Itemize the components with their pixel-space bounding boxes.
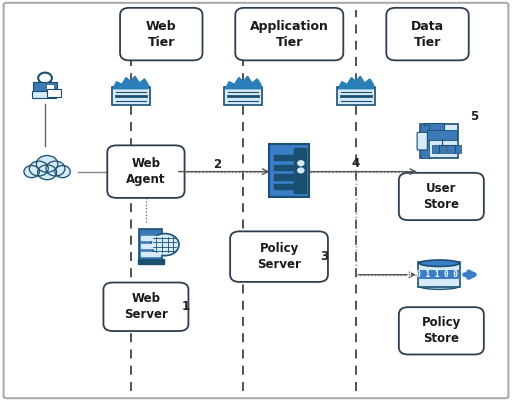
FancyBboxPatch shape — [235, 8, 343, 61]
Circle shape — [36, 156, 58, 172]
Text: 1: 1 — [181, 300, 189, 313]
FancyBboxPatch shape — [33, 82, 57, 92]
FancyBboxPatch shape — [432, 145, 446, 153]
FancyBboxPatch shape — [224, 87, 262, 105]
FancyBboxPatch shape — [421, 125, 430, 158]
FancyBboxPatch shape — [120, 8, 203, 61]
Circle shape — [151, 233, 179, 256]
FancyBboxPatch shape — [399, 307, 484, 354]
Ellipse shape — [419, 283, 459, 290]
Polygon shape — [113, 76, 148, 89]
Text: User
Store: User Store — [423, 182, 459, 211]
Circle shape — [298, 161, 304, 166]
FancyBboxPatch shape — [274, 155, 294, 160]
Text: Policy
Server: Policy Server — [257, 242, 301, 271]
Polygon shape — [113, 76, 148, 89]
FancyBboxPatch shape — [141, 244, 160, 248]
Text: 3: 3 — [321, 250, 329, 263]
FancyBboxPatch shape — [103, 282, 188, 331]
FancyBboxPatch shape — [420, 124, 458, 158]
Text: Web
Agent: Web Agent — [126, 157, 166, 186]
FancyBboxPatch shape — [424, 124, 444, 133]
Text: Data
Tier: Data Tier — [411, 20, 444, 49]
Polygon shape — [226, 76, 261, 89]
FancyBboxPatch shape — [427, 130, 457, 140]
FancyBboxPatch shape — [4, 3, 508, 398]
FancyBboxPatch shape — [230, 231, 328, 282]
Circle shape — [29, 161, 48, 176]
Text: Web
Server: Web Server — [124, 292, 168, 321]
FancyBboxPatch shape — [418, 262, 460, 287]
FancyBboxPatch shape — [138, 259, 164, 264]
Text: Application
Tier: Application Tier — [250, 20, 329, 49]
Text: 5: 5 — [470, 110, 478, 123]
FancyBboxPatch shape — [274, 174, 294, 180]
Circle shape — [37, 165, 57, 180]
FancyBboxPatch shape — [337, 87, 375, 105]
FancyBboxPatch shape — [46, 84, 54, 90]
Circle shape — [46, 161, 65, 176]
FancyBboxPatch shape — [419, 270, 460, 279]
FancyBboxPatch shape — [112, 87, 150, 105]
FancyBboxPatch shape — [269, 144, 309, 196]
FancyBboxPatch shape — [417, 132, 428, 150]
Text: Policy
Store: Policy Store — [422, 316, 461, 345]
FancyBboxPatch shape — [108, 146, 184, 198]
Circle shape — [24, 166, 39, 178]
Polygon shape — [338, 76, 373, 89]
FancyBboxPatch shape — [386, 8, 469, 61]
Circle shape — [298, 168, 304, 173]
FancyBboxPatch shape — [32, 91, 56, 97]
FancyBboxPatch shape — [139, 229, 162, 260]
FancyBboxPatch shape — [447, 145, 461, 153]
FancyBboxPatch shape — [274, 184, 294, 189]
Text: 4: 4 — [352, 157, 360, 170]
FancyBboxPatch shape — [141, 252, 160, 256]
Circle shape — [55, 166, 70, 178]
FancyBboxPatch shape — [47, 89, 61, 97]
FancyBboxPatch shape — [399, 173, 484, 220]
Ellipse shape — [419, 260, 459, 266]
FancyBboxPatch shape — [274, 165, 294, 170]
Polygon shape — [226, 76, 261, 89]
Text: 0 0 1 1 0 0 1: 0 0 1 1 0 0 1 — [407, 270, 467, 279]
Text: Web
Tier: Web Tier — [146, 20, 177, 49]
Text: 2: 2 — [214, 158, 222, 170]
FancyBboxPatch shape — [141, 236, 160, 240]
FancyBboxPatch shape — [294, 148, 306, 193]
Polygon shape — [338, 76, 373, 89]
